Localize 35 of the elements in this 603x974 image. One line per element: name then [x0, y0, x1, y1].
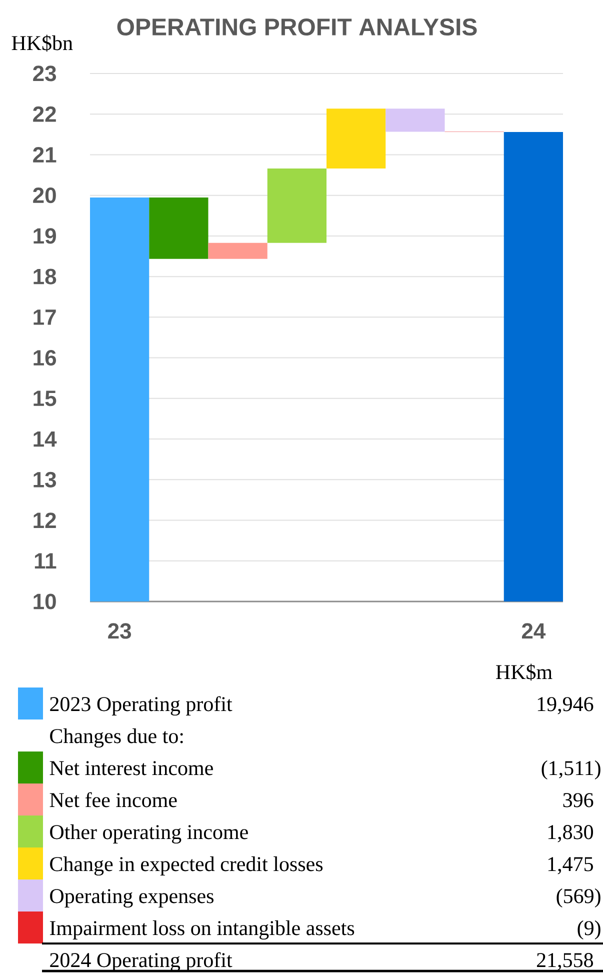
y-tick-label: 23 — [33, 66, 56, 82]
y-tick-label: 10 — [34, 594, 56, 610]
y-tick-label: 22 — [33, 106, 56, 122]
text: 1,830 — [548, 825, 594, 842]
text: HK$m — [496, 664, 552, 681]
y-tick-label: 11 — [34, 553, 56, 568]
y-tick-label: 17 — [34, 310, 56, 325]
text: (1,511) — [542, 760, 600, 780]
y-tick-label: 18 — [34, 268, 56, 284]
y-tick-label: 14 — [34, 431, 57, 447]
text: Changes due to: — [50, 728, 183, 748]
legend-label: Operating expenses — [50, 889, 214, 908]
y-tick-label: 16 — [34, 350, 56, 366]
legend-label: 2023 Operating profit — [50, 696, 232, 716]
y-tick-label: 21 — [33, 147, 56, 162]
text: 21,558 — [536, 953, 594, 970]
y-tick-label: 15 — [34, 390, 56, 406]
legend-label: Change in expected credit losses — [50, 856, 323, 876]
text: 396 — [563, 793, 594, 808]
y-axis-title: HK$bn — [12, 34, 73, 52]
text: 2024 Operating profit — [50, 952, 232, 972]
text: (9) — [578, 920, 600, 940]
y-tick-label: 12 — [34, 512, 56, 528]
text: 19,946 — [538, 697, 594, 714]
text: 1,475 — [548, 857, 593, 874]
y-tick-label: 13 — [34, 472, 56, 488]
x-tick-label: 24 — [522, 623, 546, 639]
chart-title: OPERATING PROFIT ANALYSIS — [117, 18, 477, 36]
legend-label: Impairment loss on intangible assets — [50, 920, 354, 940]
legend-label: Net fee income — [50, 792, 177, 808]
legend-label: Other operating income — [50, 824, 248, 844]
y-tick-label: 20 — [33, 188, 56, 204]
y-tick-label: 19 — [34, 228, 56, 244]
text: (569) — [556, 888, 600, 908]
legend-label: Net interest income — [50, 761, 213, 776]
